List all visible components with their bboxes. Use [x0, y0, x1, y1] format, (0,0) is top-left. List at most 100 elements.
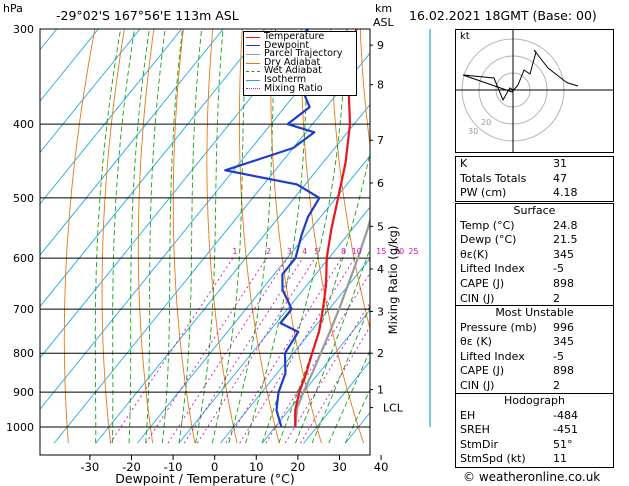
temp-tick-label: 30 — [332, 460, 347, 474]
dry-adiabat-line — [359, 29, 370, 149]
stat-row: θε (K) 345 — [456, 335, 613, 350]
legend-label: Dewpoint — [264, 39, 310, 51]
km-tick-label: 2 — [377, 347, 384, 360]
legend-item: Dry Adiabat — [244, 56, 356, 68]
legend-label: Mixing Ratio — [264, 82, 323, 94]
stat-value: 2 — [553, 291, 560, 305]
dewpoint-line — [224, 29, 321, 428]
stat-label: StmDir — [460, 437, 499, 451]
dry-adiabat-line — [623, 18, 629, 443]
mixing-ratio-label: 20 — [394, 247, 404, 256]
isotherm-line — [95, 103, 370, 444]
km-tick-label: 3 — [377, 305, 384, 318]
stat-row: Lifted Index -5 — [456, 350, 613, 365]
most-unstable-panel: Most Unstable Pressure (mb) 996 θε (K) 345 L… — [455, 305, 614, 395]
pressure-tick-label: 800 — [13, 347, 34, 360]
hodograph-box: 20 30 kt — [455, 29, 614, 153]
stat-row: θε(K) 345 — [456, 248, 613, 263]
stat-row: CAPE (J) 898 — [456, 364, 613, 379]
wet-adiabat-line — [211, 29, 248, 444]
legend: Temperature Dewpoint Parcel Trajectory Dry … — [243, 31, 357, 96]
dry-adiabat-line — [270, 29, 322, 444]
legend-item: Dewpoint — [244, 39, 356, 51]
pressure-tick-label: 400 — [13, 118, 34, 131]
km-tick-label: 5 — [377, 220, 384, 233]
wet-adiabat-line — [145, 29, 166, 444]
stat-row: SREH -451 — [456, 423, 613, 438]
hodograph-trace — [462, 49, 579, 102]
stat-label: Pressure (mb) — [460, 320, 537, 334]
pressure-tick-label: 1000 — [6, 421, 34, 434]
stat-label: PW (cm) — [460, 186, 507, 200]
hodograph-unit-label: kt — [460, 31, 470, 42]
stat-value: -5 — [553, 262, 564, 276]
datetime-title: 16.02.2021 18GMT (Base: 00) — [409, 8, 597, 23]
surface-panel: Surface Temp (°C) 24.8 Dewp (°C) 21.5 θε(K) 3… — [455, 203, 614, 308]
pressure-tick-label: 600 — [13, 252, 34, 265]
dry-adiabat-line — [330, 29, 370, 331]
pressure-tick-label: 700 — [13, 303, 34, 316]
mixing-ratio-axis-title: Mixing Ratio (g/kg) — [386, 226, 400, 335]
stat-value: 996 — [553, 320, 574, 334]
plot-frame — [39, 28, 371, 456]
stat-row: CIN (J) 2 — [456, 292, 613, 307]
stat-label: CAPE (J) — [460, 276, 505, 290]
isotherm-line — [40, 29, 99, 102]
stat-value: -451 — [553, 423, 578, 437]
wet-adiabat-line — [111, 29, 136, 444]
mixing-ratio-label: 25 — [408, 247, 418, 256]
x-axis-title: Dewpoint / Temperature (°C) — [115, 471, 294, 486]
pressure-tick-label: 500 — [13, 192, 34, 205]
mixing-ratio-line — [109, 257, 234, 444]
km-tick-label: LCL — [383, 402, 404, 415]
stat-label: CIN (J) — [460, 378, 495, 392]
legend-label: Dry Adiabat — [264, 56, 321, 68]
stat-label: StmSpd (kt) — [460, 452, 526, 466]
stat-value: 898 — [553, 276, 574, 290]
mixing-ratio-label: 4 — [302, 247, 307, 256]
km-unit-label: km — [375, 2, 393, 15]
stat-label: Temp (°C) — [460, 218, 515, 232]
mixing-ratio-label: 8 — [341, 247, 346, 256]
wet-adiabat-line — [94, 29, 122, 444]
temperature-line — [294, 29, 358, 427]
pressure-tick-label: 900 — [13, 386, 34, 399]
legend-swatch — [246, 88, 260, 90]
mixing-ratio-label: 15 — [376, 247, 386, 256]
stat-value: 21.5 — [553, 233, 578, 247]
legend-label: Parcel Trajectory — [264, 48, 343, 60]
km-tick-label: 1 — [377, 384, 384, 397]
most-unstable-title: Most Unstable — [495, 306, 574, 319]
asl-unit-label: ASL — [373, 16, 394, 29]
isotherm-line — [40, 29, 224, 256]
mixing-ratio-line — [145, 257, 267, 444]
svg-text:30: 30 — [468, 127, 478, 136]
wet-adiabat-line — [161, 29, 183, 444]
stat-value: 31 — [553, 157, 567, 170]
legend-item: Temperature — [244, 32, 356, 42]
stat-row: PW (cm) 4.18 — [456, 186, 613, 201]
stat-label: CIN (J) — [460, 291, 495, 305]
legend-item: Parcel Trajectory — [244, 48, 356, 60]
wet-adiabat-line — [128, 29, 150, 444]
stat-row: Totals Totals 47 — [456, 172, 613, 187]
wet-adiabat-line — [195, 29, 224, 444]
stat-row: StmDir 51° — [456, 438, 613, 453]
legend-swatch — [246, 71, 260, 73]
stat-value: 11 — [553, 452, 567, 466]
stat-value: -5 — [553, 349, 564, 363]
stat-label: Totals Totals — [460, 171, 527, 185]
dry-adiabat-line — [238, 29, 280, 444]
dry-adiabat-line — [137, 29, 155, 444]
stat-row: CIN (J) 2 — [456, 379, 613, 394]
mixing-ratio-line — [265, 272, 370, 444]
mixing-ratio-label: 10 — [352, 247, 362, 256]
isotherm-line — [40, 29, 266, 308]
copyright-footer[interactable]: © weatheronline.co.uk — [463, 470, 601, 484]
stat-value: 898 — [553, 364, 574, 378]
temp-tick-label: -10 — [164, 460, 183, 474]
temp-tick-label: 40 — [374, 460, 389, 474]
stat-row: Pressure (mb) 996 — [456, 321, 613, 336]
temp-tick-label: 0 — [211, 460, 218, 474]
